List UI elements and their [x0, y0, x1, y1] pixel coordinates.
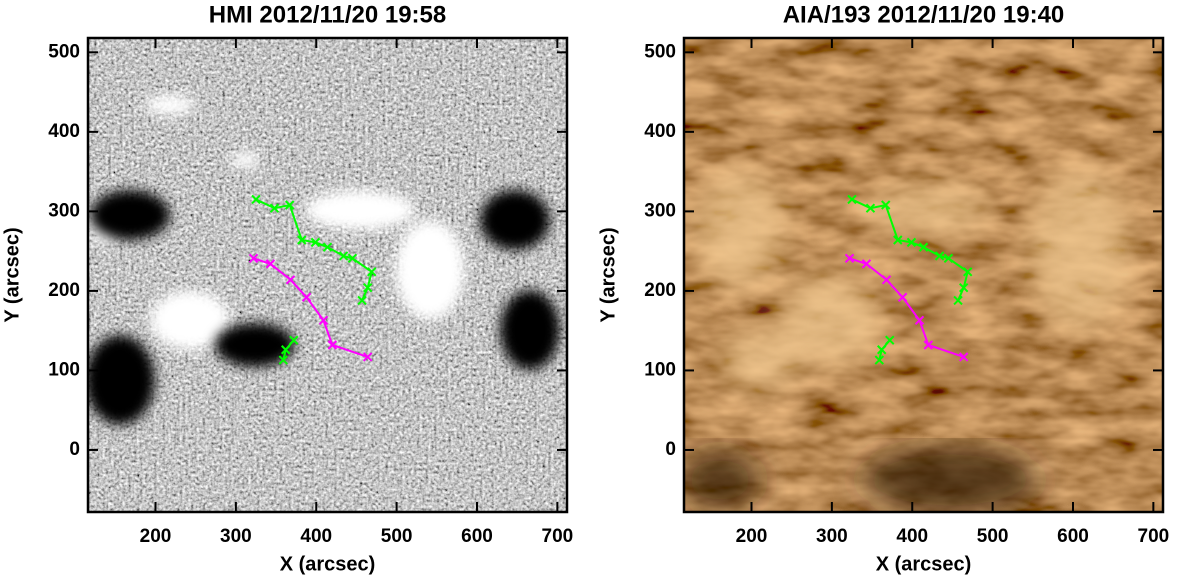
trace-marker: [962, 267, 973, 277]
y-tick-label: 0: [665, 439, 676, 460]
trace-marker: [289, 335, 299, 345]
trace-marker: [847, 194, 857, 205]
trace-marker: [362, 352, 373, 362]
x-tick-label: 500: [977, 526, 1009, 547]
x-tick-label: 500: [381, 526, 413, 547]
trace-marker: [251, 194, 261, 205]
trace-marker: [897, 292, 908, 302]
plot-frame: [682, 36, 1165, 514]
trace-marker: [362, 283, 373, 293]
x-tick-label: 700: [1138, 526, 1170, 547]
x-tick-label: 200: [140, 526, 172, 547]
x-tick-label: 300: [816, 526, 848, 547]
x-tick-label: 300: [220, 526, 252, 547]
trace-marker: [958, 352, 969, 362]
y-tick-label: 300: [48, 200, 80, 221]
y-tick-label: 400: [644, 121, 676, 142]
y-tick-label: 200: [644, 280, 676, 301]
trace-marker: [281, 345, 291, 355]
y-tick-label: 500: [644, 41, 676, 62]
trace-marker: [269, 203, 280, 213]
trace-marker: [278, 355, 289, 365]
trace-marker: [881, 200, 891, 210]
y-tick-label: 100: [48, 359, 80, 380]
trace-marker: [918, 242, 929, 252]
trace-marker: [943, 253, 954, 264]
x-tick-label: 200: [736, 526, 768, 547]
trace-marker: [297, 235, 307, 245]
trace-marker: [318, 315, 329, 326]
trace-marker: [906, 237, 917, 248]
chart-title: AIA/193 2012/11/20 19:40: [783, 1, 1065, 28]
trace-marker: [923, 340, 934, 350]
x-tick-label: 700: [542, 526, 574, 547]
magnetogram-image: [88, 38, 567, 512]
trace-marker: [310, 237, 321, 248]
trace-marker: [248, 253, 259, 264]
euv-image: [684, 38, 1163, 512]
y-tick-label: 300: [644, 200, 676, 221]
trace-marker: [865, 203, 876, 213]
trace-marker: [265, 259, 276, 269]
trace-marker: [953, 295, 963, 306]
trace-marker: [338, 251, 349, 261]
trace-marker: [327, 340, 338, 350]
x-tick-label: 400: [300, 526, 332, 547]
trace-marker: [874, 355, 885, 365]
trace-marker: [914, 315, 925, 326]
x-tick-label: 600: [461, 526, 493, 547]
trace-marker: [285, 275, 296, 285]
trace-marker: [347, 253, 358, 264]
x-axis-label: X (arcsec): [280, 553, 376, 575]
x-tick-label: 600: [1057, 526, 1089, 547]
trace-marker: [893, 235, 903, 245]
y-tick-label: 0: [69, 439, 80, 460]
trace-marker: [877, 345, 887, 355]
x-tick-label: 400: [896, 526, 928, 547]
trace-marker: [285, 200, 295, 210]
plot-frame: [86, 36, 569, 514]
trace-marker: [861, 259, 872, 269]
y-axis-label: Y (arcsec): [597, 227, 619, 322]
x-axis-label: X (arcsec): [876, 553, 972, 575]
trace-marker: [322, 242, 333, 252]
y-tick-label: 500: [48, 41, 80, 62]
trace-marker: [885, 335, 895, 345]
chart-title: HMI 2012/11/20 19:58: [209, 1, 447, 28]
trace-marker: [934, 251, 945, 261]
y-tick-label: 200: [48, 280, 80, 301]
trace-marker: [357, 295, 367, 306]
trace-marker: [301, 292, 312, 302]
trace-marker: [366, 267, 377, 277]
y-tick-label: 400: [48, 121, 80, 142]
y-tick-label: 100: [644, 359, 676, 380]
trace-marker: [881, 275, 892, 285]
trace-marker: [958, 283, 969, 293]
y-axis-label: Y (arcsec): [1, 227, 23, 322]
trace-marker: [844, 253, 855, 264]
